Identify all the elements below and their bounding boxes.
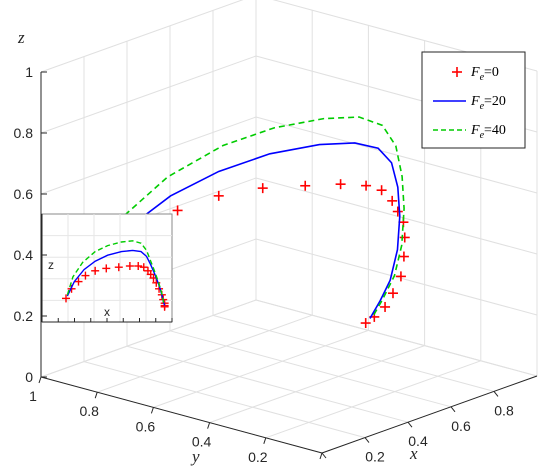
y-tick-mark	[207, 422, 211, 429]
legend-label-sub: e	[480, 72, 485, 83]
inset-data-point-plus	[125, 262, 134, 270]
z-tick-label: 0.6	[14, 186, 34, 202]
legend-label-sub: e	[480, 130, 485, 141]
legend-entry-fe20: Fe=20	[433, 94, 506, 112]
data-point-plus	[361, 180, 372, 191]
inset-data-point-plus	[114, 263, 123, 272]
z-tick-label: 0.2	[14, 308, 34, 324]
data-point-plus	[399, 232, 410, 243]
inset-x-label: x	[104, 305, 110, 319]
gridline	[153, 329, 369, 408]
legend-label-rest: =0	[484, 65, 499, 80]
y-tick-label: 0.2	[248, 449, 268, 465]
x-tick-label: 0	[328, 464, 336, 467]
data-point-plus	[257, 183, 268, 194]
y-tick-label: 0.4	[192, 434, 212, 450]
data-point-plus	[300, 180, 311, 191]
y-axis-line	[40, 376, 323, 454]
legend-box	[421, 51, 526, 149]
gridline	[97, 314, 313, 393]
x-tick-label: 0.2	[365, 449, 385, 465]
legend-entry-fe40: Fe=40	[433, 123, 506, 141]
legend-label-rest: =40	[484, 123, 506, 138]
data-point-plus	[387, 288, 398, 299]
data-point-plus	[335, 179, 346, 190]
inset-data-point-plus	[62, 294, 70, 303]
tick-labels: 0 0.2 0.4 0.6 0.8 1 0 0.2 0.4 0.6 0.8 1 0 0.2 0.4 0.6 0.…	[14, 64, 514, 467]
z-axis-label: z	[17, 28, 25, 47]
inset-z-label: z	[48, 258, 54, 272]
inset-data-point-plus	[134, 262, 143, 270]
gridline	[169, 330, 452, 408]
x-tick-mark	[364, 437, 370, 443]
data-point-plus	[172, 205, 183, 216]
data-point-plus	[392, 206, 403, 217]
data-point-plus	[398, 251, 409, 262]
series-line-2	[93, 116, 405, 319]
inset-panel: zx	[41, 213, 173, 323]
svg-text:Fe=20: Fe=20	[470, 94, 506, 112]
svg-text:Fe=40: Fe=40	[470, 123, 506, 141]
x-axis-line	[321, 375, 538, 454]
data-point-plus	[376, 185, 387, 196]
y-tick-label: 0.8	[79, 403, 99, 419]
legend: Fe=0 Fe=20 Fe=40	[421, 51, 526, 149]
y-tick-mark	[263, 437, 267, 444]
gridline	[255, 299, 538, 377]
legend-label-main: F	[470, 94, 480, 109]
inset-data-point-plus	[139, 263, 148, 272]
data-point-plus	[395, 271, 406, 282]
svg-text:Fe=0: Fe=0	[470, 65, 499, 83]
legend-label-sub: e	[480, 101, 485, 112]
x-tick-mark	[493, 391, 499, 397]
data-point-plus	[213, 190, 224, 201]
x-tick-mark	[450, 406, 456, 413]
legend-label-main: F	[470, 123, 480, 138]
data-point-plus	[387, 195, 398, 206]
gridline	[255, 116, 538, 194]
y-tick-label: 1	[29, 388, 37, 404]
x-tick-label: 0.6	[451, 418, 471, 434]
z-tick-label: 0.4	[14, 247, 34, 263]
legend-entry-fe0: Fe=0	[452, 65, 499, 83]
x-axis-label: x	[409, 444, 418, 463]
gridline	[40, 299, 257, 378]
series-line-1	[93, 142, 401, 319]
y-tick-mark	[94, 392, 98, 399]
gridline	[126, 345, 409, 423]
gridline	[209, 345, 425, 424]
x-tick-label: 0.4	[408, 433, 428, 449]
inset-data-point-plus	[81, 271, 90, 280]
y-tick-mark	[150, 407, 154, 414]
data-point-plus	[380, 301, 391, 312]
gridline	[40, 55, 257, 134]
x-tick-mark	[407, 421, 413, 428]
y-tick-mark	[319, 452, 323, 460]
gridline	[83, 361, 366, 439]
z-tick-label: 1	[25, 64, 33, 80]
y-tick-label: 0.6	[136, 418, 156, 434]
y-tick-label: 0	[310, 464, 318, 467]
inset-data-point-plus	[74, 277, 83, 286]
z-tick-label: 0.8	[14, 125, 34, 141]
gridline	[40, 116, 257, 195]
legend-label-rest: =20	[484, 94, 506, 109]
inset-data-point-plus	[91, 266, 100, 275]
gridline	[212, 314, 495, 392]
gridline	[40, 0, 244, 73]
inset-data-point-plus	[102, 264, 111, 273]
legend-label-main: F	[470, 65, 480, 80]
data-point-plus	[360, 318, 371, 329]
y-tick-mark	[38, 376, 42, 384]
inset-series-line-2	[66, 240, 166, 306]
data-layer	[81, 116, 410, 329]
legend-marker-plus	[452, 67, 462, 77]
gridline	[265, 360, 481, 439]
gridline	[255, 177, 538, 255]
y-axis-label: y	[190, 447, 200, 466]
z-tick-label: 0	[25, 369, 33, 385]
x-tick-label: 0.8	[494, 402, 514, 418]
x-tick-mark	[321, 452, 327, 459]
